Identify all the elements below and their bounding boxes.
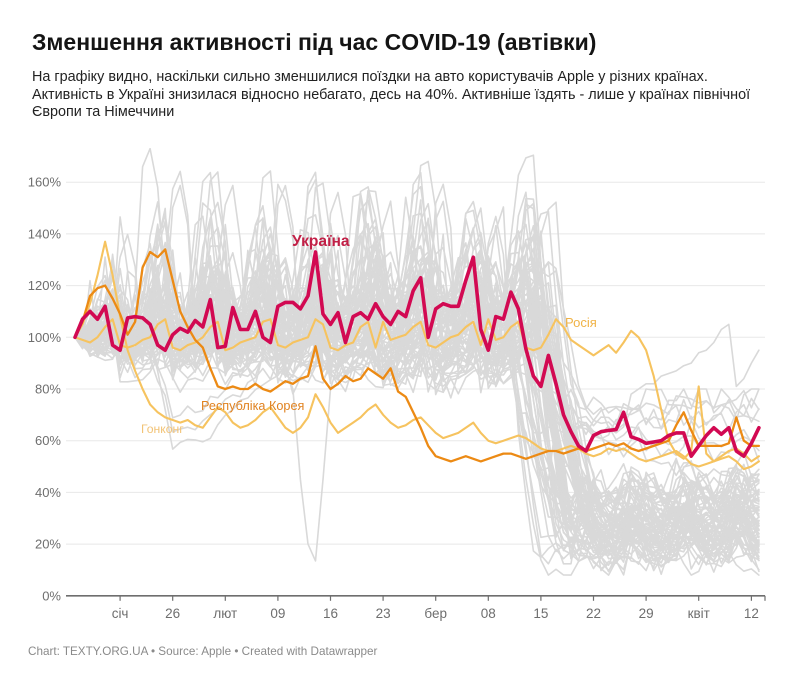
svg-text:0%: 0% (42, 588, 61, 603)
svg-text:23: 23 (376, 606, 391, 621)
svg-text:26: 26 (165, 606, 180, 621)
svg-text:60%: 60% (35, 433, 61, 448)
svg-text:лют: лют (213, 606, 237, 621)
svg-text:80%: 80% (35, 382, 61, 397)
svg-text:Республіка Корея: Республіка Корея (201, 399, 304, 413)
svg-text:120%: 120% (28, 278, 62, 293)
svg-text:40%: 40% (35, 485, 61, 500)
svg-text:20%: 20% (35, 537, 61, 552)
svg-text:09: 09 (270, 606, 285, 621)
svg-text:29: 29 (639, 606, 654, 621)
svg-text:16: 16 (323, 606, 338, 621)
svg-text:08: 08 (481, 606, 496, 621)
svg-text:12: 12 (744, 606, 759, 621)
svg-text:квіт: квіт (688, 606, 710, 621)
svg-text:бер: бер (424, 606, 447, 621)
svg-text:Україна: Україна (292, 233, 350, 250)
svg-text:22: 22 (586, 606, 601, 621)
svg-text:Росія: Росія (565, 315, 597, 330)
svg-text:січ: січ (112, 606, 129, 621)
svg-text:Гонконг: Гонконг (141, 422, 184, 436)
svg-text:160%: 160% (28, 175, 62, 190)
svg-text:140%: 140% (28, 226, 62, 241)
svg-text:15: 15 (533, 606, 548, 621)
svg-text:100%: 100% (28, 330, 62, 345)
